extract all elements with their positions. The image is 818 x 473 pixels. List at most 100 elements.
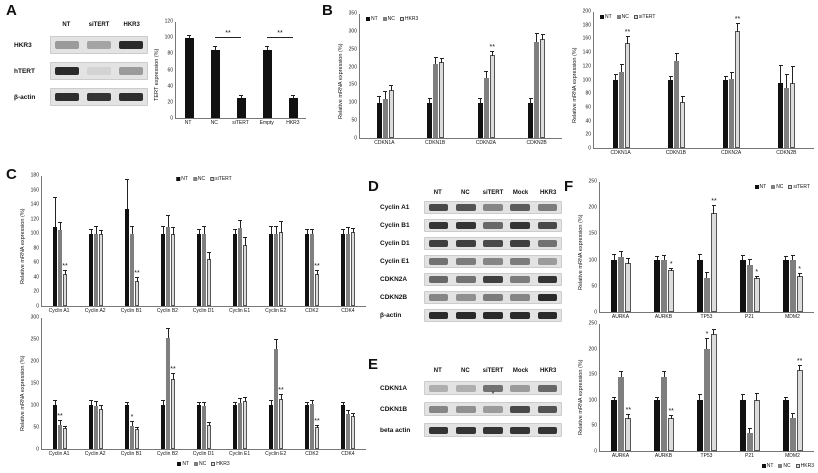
blot-lane (425, 240, 452, 247)
plot-wrap: 0 50 100 150 200 250 ** ** * ** (586, 321, 814, 454)
bar (161, 225, 165, 306)
error-bar (126, 403, 128, 406)
bar-groups: ** ** (594, 12, 814, 148)
bar (94, 400, 98, 449)
bar (274, 225, 278, 306)
bar (346, 227, 350, 306)
bar (753, 392, 760, 451)
blot-band (483, 312, 503, 319)
error-bar-cap (135, 427, 139, 429)
bar (703, 272, 710, 312)
error-bar-cap (94, 400, 98, 402)
legend-swatch (616, 15, 621, 19)
bar: * (130, 414, 134, 449)
y-tick-label: 100 (348, 99, 357, 106)
error-bar-cap (274, 338, 278, 340)
blot-band (537, 204, 558, 211)
legend-swatch (633, 15, 638, 19)
error-bar-cap (540, 33, 545, 35)
blot-row-label: Cyclin D1 (380, 240, 410, 247)
bar (63, 425, 67, 449)
legend-item: NT (366, 16, 378, 22)
y-tick-label: 0 (36, 303, 39, 310)
error-bar (725, 76, 726, 80)
x-tick-label: CDKN1A (374, 140, 395, 146)
y-tick-label: 80 (167, 50, 173, 57)
chart-body: 0 20 40 60 80 100 120 ** ** NT NC siTERT Empty HKR3 (162, 19, 306, 128)
error-bar (316, 270, 318, 275)
error-bar (530, 99, 532, 103)
error-bar (792, 255, 794, 260)
y-axis: 0 20 40 60 80 100 120 140 160 180 200 (580, 9, 593, 151)
error-bar (198, 230, 200, 234)
error-bar-cap (130, 420, 134, 422)
blot-row-label: hTERT (14, 67, 35, 75)
error-bar-cap (783, 256, 788, 258)
blot-row: CDKN2B (380, 291, 562, 304)
bar-group (330, 176, 366, 306)
panel-label-e: E (368, 356, 379, 373)
blot-lane (425, 312, 452, 319)
significance-marker: ** (489, 43, 495, 51)
x-tick-label: TP53 (700, 314, 713, 320)
blot-row-label: Cyclin A1 (380, 204, 410, 211)
error-bar (90, 230, 92, 234)
error-bar (342, 230, 344, 234)
chart-body: 0 50 100 150 200 250 300 350 ** NT NC HKR3 CDKN1A CDK… (346, 11, 562, 148)
panel-label-d: D (368, 178, 379, 195)
legend-item: NT (761, 463, 773, 469)
plot-wrap: 0 20 40 60 80 100 120 ** ** (162, 19, 306, 121)
error-bar-cap (291, 94, 295, 96)
legend-item: NT (600, 14, 612, 20)
blot-lane (452, 384, 479, 392)
error-bar (542, 34, 544, 40)
bar (269, 399, 273, 449)
bar-group (649, 12, 704, 148)
bar: * (703, 331, 710, 451)
blot-band (456, 426, 476, 434)
error-bar (799, 365, 801, 371)
legend-swatch (176, 177, 181, 181)
significance-marker: ** (796, 357, 803, 365)
error-bar-cap (58, 419, 62, 421)
bar (477, 98, 483, 138)
error-bar (95, 226, 97, 234)
legend-swatch (600, 15, 604, 19)
y-tick-label: 120 (582, 63, 591, 70)
error-bar-cap (315, 425, 319, 426)
blot-band (428, 294, 449, 301)
error-bar-cap (161, 225, 165, 227)
bar (619, 64, 624, 148)
lane-label: Mock (512, 190, 529, 196)
western-blot-cyclins: NT NC siTERT Mock HKR3 Cyclin A1 Cyclin B1 Cycl… (380, 190, 562, 356)
error-bar-cap (704, 338, 709, 340)
blot-band (87, 67, 111, 75)
error-bar-cap (166, 327, 170, 329)
bar (130, 225, 134, 306)
blot-lane (452, 276, 479, 283)
error-bar-cap (269, 225, 273, 227)
bar-group: ** (42, 176, 78, 306)
error-bar (347, 410, 349, 415)
blot-band (119, 93, 143, 101)
lane-label: NT (433, 368, 442, 374)
x-tick-label: Cyclin D1 (192, 451, 215, 457)
y-tick-label: 20 (585, 131, 591, 138)
blot-row: CDKN2A (380, 273, 562, 286)
lane-label: siTERT (482, 190, 504, 196)
x-tick-label: CDKN2B (526, 140, 547, 146)
bar-groups: * ** * * (600, 182, 814, 312)
y-axis: 0 50 100 150 200 250 300 350 (346, 11, 359, 141)
bar (238, 219, 242, 306)
blot-header: NT NC siTERT Mock HKR3 (380, 190, 562, 196)
error-bar-cap (697, 394, 702, 396)
bar: ** (314, 263, 320, 306)
bar (789, 412, 796, 451)
legend-swatch (778, 464, 783, 468)
blot-band (510, 384, 530, 392)
blot-lane (452, 204, 479, 211)
bar (341, 402, 345, 449)
error-bar (706, 339, 708, 350)
legend-item: NT (176, 176, 188, 182)
bar (94, 225, 98, 306)
